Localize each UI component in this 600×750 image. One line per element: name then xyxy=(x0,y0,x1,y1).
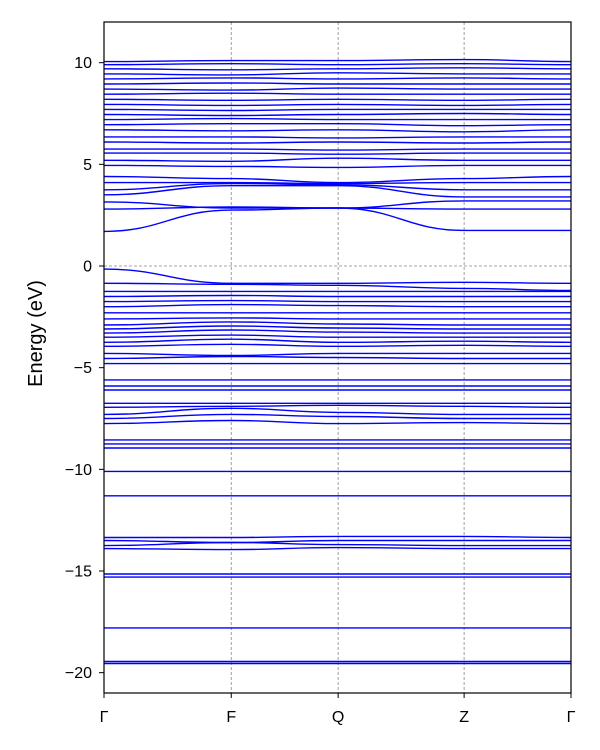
band-line xyxy=(103,92,571,95)
band-line xyxy=(103,355,571,360)
band-line xyxy=(103,303,571,308)
band-line xyxy=(103,294,571,298)
x-tick-label: Γ xyxy=(100,709,109,726)
y-tick-label: −15 xyxy=(65,564,92,581)
band-line xyxy=(103,184,571,198)
band-line xyxy=(103,72,571,76)
band-line xyxy=(103,98,572,102)
band-line xyxy=(103,112,572,117)
band-line xyxy=(103,82,571,85)
band-line xyxy=(103,108,571,112)
band-line xyxy=(103,413,571,420)
band-line xyxy=(103,541,571,547)
x-tick-label: Z xyxy=(459,709,469,726)
band-line xyxy=(104,181,571,185)
y-axis-ticks: 10 5 0 −5 −10 −15 −20 xyxy=(65,55,104,682)
band-line xyxy=(103,407,571,416)
band-line xyxy=(103,419,572,425)
band-line xyxy=(103,200,571,209)
band-line xyxy=(103,141,572,144)
band-line xyxy=(103,67,572,71)
band-line xyxy=(103,539,571,544)
y-tick-label: −10 xyxy=(65,462,92,479)
y-axis-label: Energy (eV) xyxy=(25,280,47,387)
band-line xyxy=(103,148,571,151)
band-line xyxy=(103,352,571,357)
y-tick-label: 10 xyxy=(74,55,92,72)
band-line xyxy=(103,77,572,80)
plot-frame xyxy=(103,21,572,694)
band-line xyxy=(103,299,571,303)
band-line xyxy=(103,404,572,408)
x-tick-label: Γ xyxy=(567,709,576,726)
band-line xyxy=(103,122,572,127)
band-line xyxy=(104,535,572,539)
x-tick-label: Q xyxy=(332,709,344,726)
band-line xyxy=(104,152,572,155)
band-lines xyxy=(103,58,572,665)
band-line xyxy=(103,164,571,169)
y-tick-label: 0 xyxy=(83,259,92,276)
band-line xyxy=(103,321,571,326)
band-line xyxy=(103,546,571,551)
band-line xyxy=(103,343,572,348)
band-line xyxy=(103,329,571,334)
y-tick-label: −5 xyxy=(74,360,92,377)
band-line xyxy=(103,282,572,292)
band-line xyxy=(103,62,572,66)
band-line xyxy=(103,338,572,344)
band-line xyxy=(103,157,571,163)
band-line xyxy=(103,317,571,320)
y-tick-label: 5 xyxy=(83,157,92,174)
band-line xyxy=(103,58,572,63)
band-line xyxy=(103,182,571,191)
band-line xyxy=(103,207,571,233)
band-line xyxy=(103,103,572,107)
band-line xyxy=(103,129,572,133)
band-line xyxy=(103,175,572,184)
y-tick-label: −20 xyxy=(65,665,92,682)
band-line xyxy=(103,325,571,330)
band-line xyxy=(103,268,572,284)
band-line xyxy=(103,87,571,91)
band-line xyxy=(104,136,571,139)
band-line xyxy=(103,117,571,121)
band-line xyxy=(103,334,571,338)
x-tick-label: F xyxy=(226,709,236,726)
